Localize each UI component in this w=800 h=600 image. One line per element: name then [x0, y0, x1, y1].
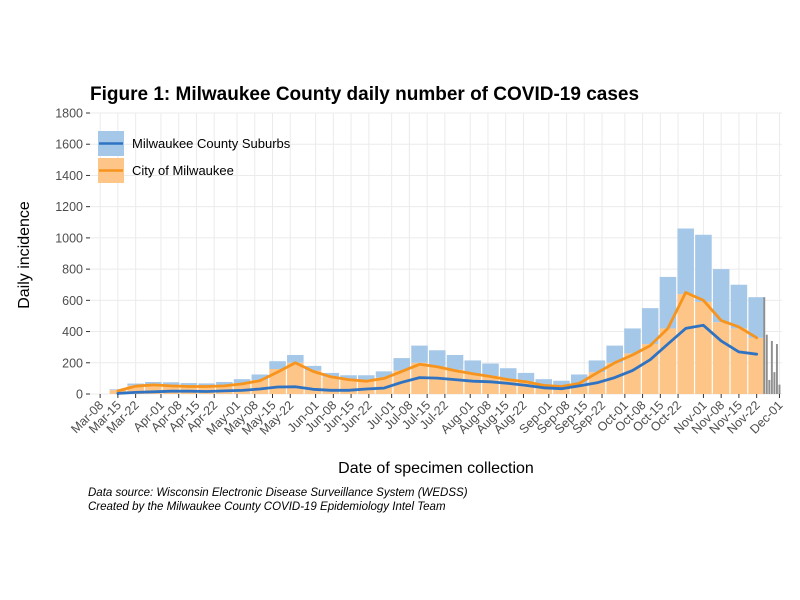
- y-tick-label: 1600: [55, 138, 83, 152]
- y-axis-title: Daily incidence: [16, 201, 33, 309]
- bar-suburbs: [145, 381, 162, 385]
- bar-city: [446, 369, 464, 394]
- bar-city: [659, 328, 677, 394]
- bar-suburbs: [375, 371, 393, 378]
- bar-suburbs: [127, 383, 144, 386]
- bar-suburbs: [641, 308, 659, 345]
- bar-suburbs: [428, 350, 446, 367]
- bar-city: [730, 328, 748, 394]
- bar-suburbs: [677, 228, 694, 295]
- bar-incomplete: [775, 344, 778, 394]
- bar-incomplete: [765, 334, 768, 394]
- bar-suburbs: [712, 269, 730, 323]
- bar-incomplete: [763, 297, 766, 394]
- bar-city: [287, 362, 304, 394]
- bar-suburbs: [304, 365, 322, 371]
- bar-city: [375, 377, 393, 394]
- bar-suburbs: [482, 363, 499, 377]
- bar-city: [624, 353, 641, 394]
- trend-lines: [116, 291, 759, 395]
- bar-incomplete: [778, 384, 781, 394]
- bar-suburbs: [606, 345, 623, 363]
- bar-suburbs: [358, 375, 375, 381]
- bar-suburbs: [411, 345, 428, 363]
- bar-suburbs: [748, 297, 765, 338]
- y-tick-label: 1000: [55, 231, 83, 245]
- trend-line-suburbs: [116, 323, 759, 395]
- bar-suburbs: [730, 284, 748, 329]
- bar-suburbs: [695, 234, 712, 302]
- legend-suburbs-label: Milwaukee County Suburbs: [132, 136, 291, 151]
- bar-city: [127, 385, 144, 394]
- y-tick-label: 800: [62, 263, 83, 277]
- bar-suburbs: [464, 360, 482, 374]
- bar-suburbs: [251, 374, 269, 380]
- y-tick-label: 1800: [55, 107, 83, 121]
- bar-suburbs: [659, 276, 677, 329]
- gridlines: [90, 112, 782, 395]
- bar-suburbs: [340, 375, 357, 380]
- bar-suburbs: [216, 381, 233, 386]
- bar-suburbs: [535, 379, 553, 386]
- y-tick-label: 0: [76, 388, 83, 402]
- bar-city: [464, 373, 482, 394]
- bar-incomplete: [770, 340, 773, 394]
- bar-suburbs: [553, 380, 570, 387]
- y-tick-label: 1200: [55, 200, 83, 214]
- y-tick-label: 600: [62, 294, 83, 308]
- bar-suburbs: [322, 372, 340, 377]
- bar-city: [712, 322, 730, 394]
- bar-suburbs: [233, 379, 251, 384]
- bar-city: [145, 384, 162, 394]
- x-axis-title: Date of specimen collection: [338, 460, 534, 477]
- bar-suburbs: [269, 361, 286, 370]
- bar-suburbs: [499, 368, 517, 380]
- bar-suburbs: [287, 354, 304, 363]
- bar-suburbs: [162, 382, 180, 386]
- y-tick-label: 200: [62, 356, 83, 370]
- legend: Milwaukee County Suburbs City of Milwauke…: [98, 131, 291, 183]
- bar-city: [695, 301, 712, 394]
- bar-city: [641, 344, 659, 394]
- bar-suburbs: [180, 383, 198, 387]
- bar-city: [748, 337, 765, 394]
- bar-city: [570, 383, 588, 394]
- bar-suburbs: [588, 360, 606, 373]
- bar-incomplete: [773, 372, 776, 394]
- y-tick-label: 1400: [55, 169, 83, 183]
- bar-suburbs: [570, 374, 588, 384]
- y-tick-label: 400: [62, 325, 83, 339]
- bar-city: [428, 366, 446, 394]
- legend-city-label: City of Milwaukee: [132, 163, 234, 178]
- bar-city: [677, 294, 694, 394]
- trend-line-city: [116, 291, 759, 393]
- bar-suburbs: [517, 372, 535, 382]
- bar-suburbs: [393, 358, 411, 371]
- bar-suburbs: [198, 383, 215, 387]
- bar-city: [198, 386, 215, 394]
- bar-city: [162, 385, 180, 394]
- bar-city: [535, 385, 553, 394]
- bar-incomplete: [768, 379, 771, 394]
- credit-caption: Created by the Milwaukee County COVID-19…: [88, 501, 446, 513]
- data-source-caption: Data source: Wisconsin Electronic Diseas…: [88, 487, 468, 499]
- bar-suburbs: [446, 354, 464, 370]
- chart-title: Figure 1: Milwaukee County daily number …: [90, 84, 640, 105]
- bar-city: [233, 383, 251, 394]
- bar-suburbs: [624, 328, 641, 354]
